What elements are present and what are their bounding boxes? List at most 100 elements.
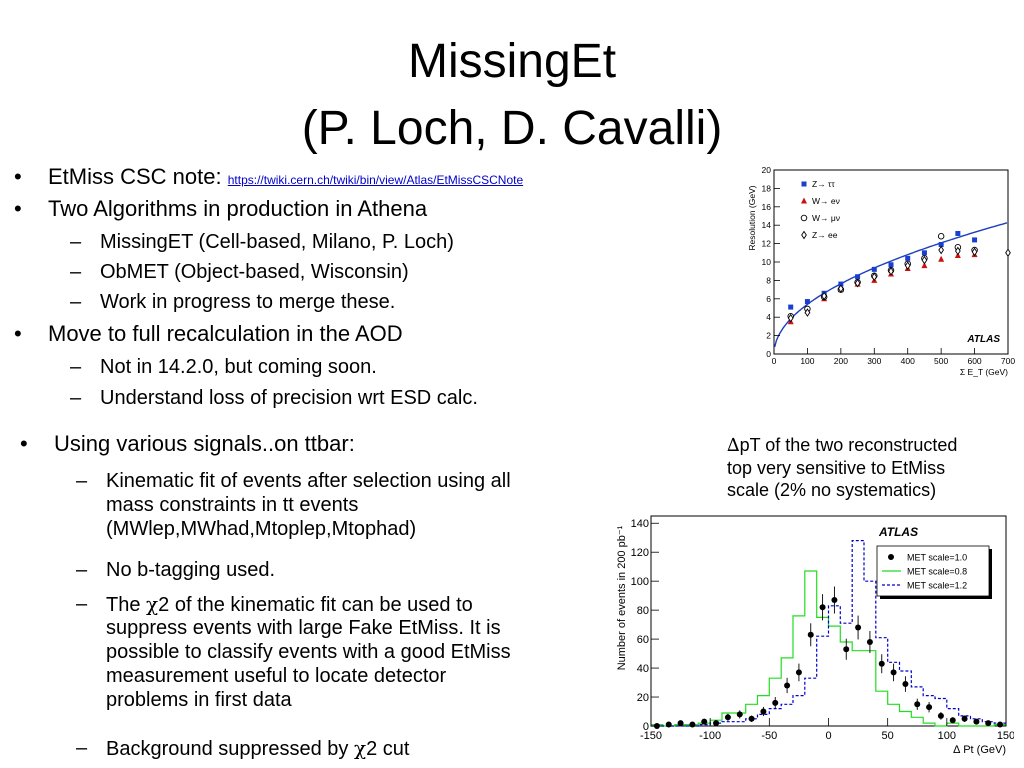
data-point xyxy=(724,714,731,721)
sub-bullet-text: MissingET (Cell-based, Milano, P. Loch) xyxy=(100,231,454,253)
sub-bullet-marker: – xyxy=(70,261,82,283)
data-point xyxy=(787,313,794,323)
x-tick-label: 0 xyxy=(772,356,777,366)
resolution-chart: 0 100 200 300 400 500 600 700 0 2 4 6 8 10 12 14 16 18 20 Σ… xyxy=(747,165,1015,377)
data-point xyxy=(804,299,810,305)
data-point xyxy=(677,720,684,727)
sub-bullet-marker: – xyxy=(70,356,82,378)
x-tick-label: 50 xyxy=(882,730,894,742)
bullet-text: Move to full recalculation in the AOD xyxy=(48,321,403,346)
sub-bullet-marker: – xyxy=(76,593,88,615)
data-point xyxy=(997,721,1004,728)
data-point xyxy=(821,291,827,301)
y-tick-label: 18 xyxy=(762,183,772,193)
y-axis-label: Resolution (GeV) xyxy=(747,185,757,250)
data-point xyxy=(855,624,862,631)
data-point xyxy=(1005,248,1011,258)
delta-pt-chart: -150 -100 -50 0 50 100 150 0 20 40 60 80 100 120 140 ∆ … xyxy=(616,515,1014,756)
sub-bullet-marker: – xyxy=(70,291,82,313)
sub-bullet-text: possible to classify events with a good … xyxy=(106,641,511,663)
y-tick-label: 20 xyxy=(637,692,649,704)
y-tick-label: 8 xyxy=(766,275,771,285)
data-point xyxy=(866,639,873,645)
data-point xyxy=(921,262,928,269)
sub-bullet-marker: – xyxy=(70,231,82,253)
data-point xyxy=(914,701,921,708)
data-point xyxy=(804,308,811,317)
y-tick-label: 14 xyxy=(762,220,772,230)
data-point xyxy=(713,720,720,727)
y-axis-label: Number of events in 200 pb⁻¹ xyxy=(616,525,628,670)
data-point xyxy=(788,304,794,310)
atlas-watermark: ATLAS xyxy=(878,525,918,539)
data-point xyxy=(838,281,844,287)
data-point xyxy=(921,255,928,265)
y-tick-label: 0 xyxy=(643,721,649,733)
slide-title-line2: (P. Loch, D. Cavalli) xyxy=(301,102,723,155)
x-tick-label: 400 xyxy=(901,356,915,366)
y-tick-label: 6 xyxy=(766,294,771,304)
bullet-marker: • xyxy=(20,431,28,456)
x-axis-label: Σ E_T (GeV) xyxy=(960,367,1008,377)
data-point xyxy=(871,272,878,282)
data-point xyxy=(888,266,894,276)
data-point xyxy=(689,721,696,728)
y-tick-label: 140 xyxy=(631,518,649,530)
data-point xyxy=(921,250,927,256)
data-point xyxy=(760,708,767,715)
data-point xyxy=(955,230,961,236)
legend-label: W→ eν xyxy=(812,196,840,206)
sub-bullet-text: measurement useful to locate detector xyxy=(106,665,447,687)
x-tick-label: -50 xyxy=(761,730,777,742)
data-point xyxy=(855,274,861,280)
y-tick-label: 0 xyxy=(766,349,771,359)
sub-bullet-marker: – xyxy=(70,387,82,409)
data-point xyxy=(784,682,791,689)
sub-bullet-text: 2 cut xyxy=(366,738,410,760)
sub-bullet-text: suppress events with large Fake EtMiss. … xyxy=(106,617,501,639)
legend-label: Z→ ee xyxy=(812,230,838,240)
legend-label: MET scale=0.8 xyxy=(907,567,967,577)
data-point xyxy=(871,266,877,272)
chi-symbol: χ xyxy=(353,736,367,760)
data-point xyxy=(938,255,945,262)
y-tick-label: 40 xyxy=(637,663,649,675)
y-tick-label: 12 xyxy=(762,239,772,249)
delta-symbol: ∆ xyxy=(727,435,740,456)
legend-label: W→ μν xyxy=(812,213,840,223)
data-point xyxy=(819,604,826,611)
data-point xyxy=(902,681,909,687)
data-point xyxy=(748,715,755,722)
sub-bullet-marker: – xyxy=(76,559,88,581)
csc-note-link[interactable]: https://twiki.cern.ch/twiki/bin/view/Atl… xyxy=(227,173,524,187)
sub-bullet-text: Kinematic fit of events after selection … xyxy=(106,470,511,492)
note-line: top very sensitive to EtMiss xyxy=(727,458,946,478)
x-tick-label: -150 xyxy=(640,730,662,742)
legend-marker xyxy=(801,181,807,187)
y-tick-label: 10 xyxy=(762,257,772,267)
data-point xyxy=(665,721,672,728)
sub-bullet-text: ObMET (Object-based, Wisconsin) xyxy=(100,261,409,283)
data-point xyxy=(736,711,743,718)
data-point xyxy=(937,712,944,719)
fit-curve xyxy=(774,222,1008,348)
y-tick-label: 20 xyxy=(762,165,772,175)
sub-bullet-text: Background suppressed by xyxy=(106,738,354,760)
legend-label: Z→ ττ xyxy=(812,179,835,189)
sub-bullet-marker: – xyxy=(76,470,88,492)
data-point xyxy=(949,717,956,724)
sub-bullet-marker: – xyxy=(76,737,88,759)
chi-symbol: χ xyxy=(146,592,159,616)
data-point xyxy=(807,631,814,638)
x-tick-label: 700 xyxy=(1001,356,1015,366)
legend-label: MET scale=1.0 xyxy=(907,553,967,563)
x-tick-label: 150 xyxy=(997,730,1014,742)
bullet-marker: • xyxy=(14,196,22,221)
x-tick-label: 100 xyxy=(800,356,814,366)
sub-bullet-text: Not in 14.2.0, but coming soon. xyxy=(100,356,377,378)
sub-bullet-text: 2 of the kinematic fit can be used to xyxy=(158,594,473,616)
data-point xyxy=(938,245,944,255)
x-tick-label: 600 xyxy=(967,356,981,366)
y-tick-label: 2 xyxy=(766,331,771,341)
data-point xyxy=(937,232,945,240)
